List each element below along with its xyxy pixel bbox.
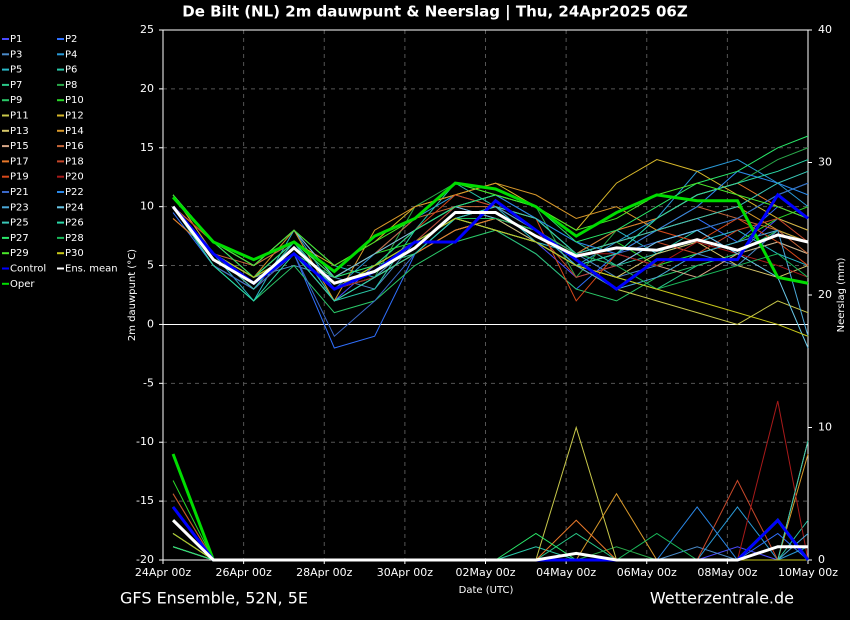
- dewpoint-line: [171, 192, 809, 291]
- legend-label: P12: [65, 111, 84, 122]
- y2-tick-label: 0: [818, 553, 825, 566]
- x-tick-label: 02May 00z: [455, 566, 515, 579]
- legend-label: P26: [65, 218, 84, 229]
- y2-tick-label: 30: [818, 156, 832, 169]
- legend-label: P6: [65, 65, 77, 76]
- legend-label: P29: [10, 248, 29, 259]
- legend-label: Control: [10, 264, 46, 275]
- legend-label: P20: [65, 172, 84, 183]
- legend-label: P3: [10, 49, 22, 60]
- legend-label: Oper: [10, 279, 35, 290]
- legend-label: P17: [10, 156, 29, 167]
- y-axis-label: 2m dauwpunt (°C): [127, 249, 138, 341]
- x-tick-label: 04May 00z: [536, 566, 596, 579]
- y-tick-label: 25: [140, 23, 154, 36]
- chart-title: De Bilt (NL) 2m dauwpunt & Neerslag | Th…: [182, 3, 688, 22]
- y-tick-label: -5: [143, 376, 154, 389]
- legend-label: P27: [10, 233, 29, 244]
- legend-label: P9: [10, 95, 22, 106]
- legend-label: P24: [65, 202, 84, 213]
- legend-label: P11: [10, 111, 29, 122]
- precip-line: [172, 519, 808, 562]
- y-tick-label: 5: [147, 259, 154, 272]
- legend-label: P13: [10, 126, 29, 137]
- legend-label: P10: [65, 95, 84, 106]
- legend-label: P22: [65, 187, 84, 198]
- legend-label: P25: [10, 218, 29, 229]
- legend-label: P14: [65, 126, 84, 137]
- legend-label: Ens. mean: [65, 264, 118, 275]
- y2-axis-label: Neerslag (mm): [836, 257, 847, 332]
- legend-label: P18: [65, 156, 84, 167]
- legend-label: P2: [65, 34, 77, 45]
- y-tick-label: 15: [140, 141, 154, 154]
- legend-label: P7: [10, 80, 22, 91]
- y2-tick-label: 40: [818, 23, 832, 36]
- y-tick-label: -10: [136, 435, 154, 448]
- footer-source: GFS Ensemble, 52N, 5E: [120, 589, 308, 608]
- x-tick-label: 10May 00z: [778, 566, 838, 579]
- y-tick-label: -15: [136, 494, 154, 507]
- x-tick-label: 28Apr 00z: [296, 566, 353, 579]
- y2-tick-label: 10: [818, 421, 832, 434]
- legend-label: P30: [65, 248, 84, 259]
- legend-label: P23: [10, 202, 29, 213]
- legend-label: P8: [65, 80, 77, 91]
- x-axis-label: Date (UTC): [459, 585, 514, 596]
- legend-label: P28: [65, 233, 84, 244]
- x-tick-label: 06May 00z: [617, 566, 677, 579]
- legend-label: P15: [10, 141, 29, 152]
- y-tick-label: 0: [147, 317, 154, 330]
- x-tick-label: 08May 00z: [697, 566, 757, 579]
- legend-label: P19: [10, 172, 29, 183]
- footer-site: Wetterzentrale.de: [650, 589, 794, 608]
- dewpoint-line: [172, 182, 809, 267]
- y-tick-label: 10: [140, 200, 154, 213]
- legend-label: P1: [10, 34, 22, 45]
- dewpoint-line: [171, 205, 809, 286]
- legend-label: P5: [10, 65, 22, 76]
- legend-label: P16: [65, 141, 84, 152]
- y-tick-label: 20: [140, 82, 154, 95]
- dewpoint-line: [171, 181, 809, 285]
- legend-label: P21: [10, 187, 29, 198]
- y2-tick-label: 20: [818, 288, 832, 301]
- x-tick-label: 26Apr 00z: [215, 566, 272, 579]
- x-tick-label: 24Apr 00z: [135, 566, 192, 579]
- legend-label: P4: [65, 49, 77, 60]
- x-tick-label: 30Apr 00z: [377, 566, 434, 579]
- y-tick-label: -20: [136, 553, 154, 566]
